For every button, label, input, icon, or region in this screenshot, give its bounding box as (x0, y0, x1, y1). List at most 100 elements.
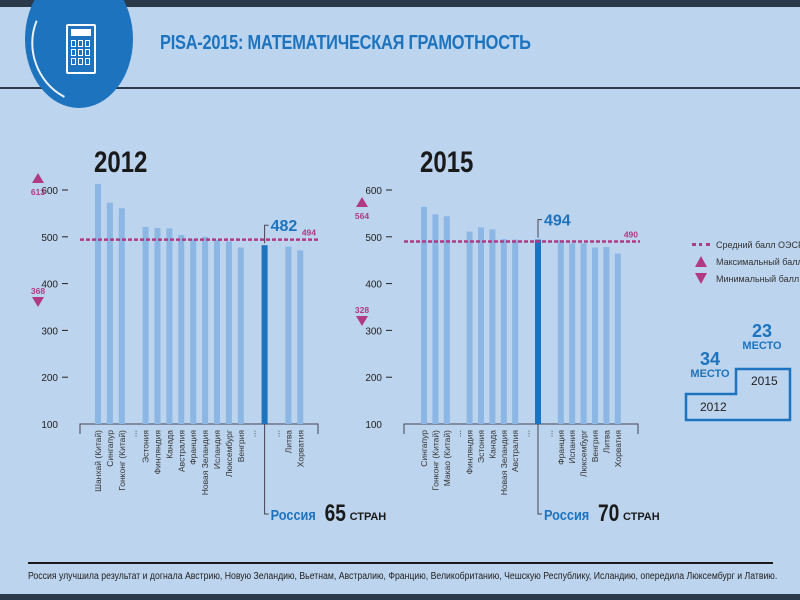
place-2012: 34 МЕСТО (690, 350, 730, 380)
max-score-label: 613 (31, 187, 45, 197)
bottom-border (0, 594, 800, 600)
chart-2012-title: 2012 (94, 146, 148, 179)
bar (512, 239, 519, 424)
y-tick-label: 400 (41, 280, 58, 291)
min-score-label: 328 (355, 305, 369, 315)
category-label: Канада (487, 430, 497, 459)
category-ellipsis: ... (248, 430, 258, 437)
category-label: Венгрия (590, 430, 600, 463)
y-tick-label: 200 (41, 373, 58, 384)
bar (178, 234, 185, 424)
category-label: Франция (556, 430, 566, 465)
min-score-label: 368 (31, 286, 45, 296)
category-label: Литва (601, 430, 611, 454)
category-ellipsis: ... (522, 430, 532, 437)
category-label: Шанхай (Китай) (93, 430, 103, 492)
countries-count: 70 (598, 499, 619, 527)
y-tick-label: 300 (41, 326, 58, 337)
category-label: Франция (188, 430, 198, 465)
category-label: Люксембург (224, 430, 234, 477)
bar (569, 243, 576, 424)
podium-year-2015: 2015 (751, 374, 778, 388)
category-label: Канада (164, 430, 174, 459)
category-label: Австралия (510, 430, 520, 472)
category-label: Макао (Китай) (442, 430, 452, 486)
bar (225, 241, 232, 424)
bar (95, 183, 101, 424)
y-tick-label: 100 (365, 420, 382, 431)
bar (297, 250, 304, 424)
bar (489, 229, 496, 424)
category-label: Австралия (176, 430, 186, 472)
y-tick-label: 300 (365, 326, 382, 337)
header-divider (0, 87, 800, 89)
category-label: Гонконг (Китай) (430, 430, 440, 491)
bar-russia (261, 245, 268, 424)
category-label: Сингапур (105, 430, 115, 467)
footer-divider (28, 562, 773, 564)
bar (614, 253, 621, 424)
podium-year-2012: 2012 (700, 400, 727, 414)
y-tick-label: 500 (41, 233, 58, 244)
countries-word: СТРАН (623, 511, 660, 523)
category-label: Исландия (212, 430, 222, 469)
category-label: Эстония (476, 430, 486, 463)
category-ellipsis: ... (129, 430, 139, 437)
russia-score-label: 482 (271, 218, 298, 235)
oecd-average-label: 490 (624, 229, 638, 239)
russia-callout-line (264, 224, 269, 244)
bar (580, 243, 587, 424)
russia-bracket (264, 424, 269, 515)
category-ellipsis: ... (453, 430, 463, 437)
bar (432, 214, 439, 424)
category-label: Финляндия (465, 430, 475, 475)
bar (166, 228, 173, 424)
countries-count: 65 (325, 499, 346, 527)
page-title: PISA-2015: МАТЕМАТИЧЕСКАЯ ГРАМОТНОСТЬ (160, 32, 531, 54)
category-label: Гонконг (Китай) (117, 430, 127, 491)
russia-score-label: 494 (544, 213, 571, 230)
footer-note: Россия улучшила результат и догнала Авст… (28, 571, 778, 582)
legend-item-min: Минимальный балл (690, 270, 800, 287)
category-label: Новая Зеландия (200, 430, 210, 496)
triangle-down-icon (695, 273, 707, 284)
bar (190, 239, 197, 424)
legend-item-oecd: Средний балл ОЭСР (690, 236, 800, 253)
bar (466, 231, 473, 424)
russia-bracket (537, 424, 542, 515)
bar (214, 240, 220, 424)
header-badge (25, 0, 133, 108)
bar (443, 216, 450, 424)
category-label: Эстония (141, 430, 151, 463)
category-label: Хорватия (613, 430, 623, 468)
category-label: Венгрия (236, 430, 246, 463)
category-label: Литва (283, 430, 293, 454)
y-tick-label: 600 (41, 186, 58, 197)
category-ellipsis: ... (544, 430, 554, 437)
bar (154, 227, 161, 424)
bar (557, 240, 564, 424)
x-axis-frame (403, 423, 639, 434)
place-label: МЕСТО (690, 368, 730, 380)
russia-label: Россия (271, 506, 316, 523)
bar (285, 246, 292, 424)
top-border (0, 0, 800, 7)
y-tick-label: 200 (365, 373, 382, 384)
bar (237, 247, 244, 424)
category-label: Сингапур (419, 430, 429, 467)
bar (478, 227, 484, 424)
bar (202, 236, 209, 424)
oecd-average-label: 494 (302, 228, 316, 238)
legend-label: Максимальный балл (716, 256, 800, 267)
bar (118, 208, 125, 424)
legend-label: Средний балл ОЭСР (716, 239, 800, 250)
max-triangle-icon (356, 197, 368, 207)
calculator-icon (66, 24, 96, 74)
min-triangle-icon (32, 297, 44, 307)
min-triangle-icon (356, 316, 368, 326)
bar (421, 206, 427, 424)
category-label: Хорватия (295, 430, 305, 468)
legend-item-max: Максимальный балл (690, 253, 800, 270)
bar (603, 247, 610, 424)
place-number: 23 (751, 321, 773, 341)
